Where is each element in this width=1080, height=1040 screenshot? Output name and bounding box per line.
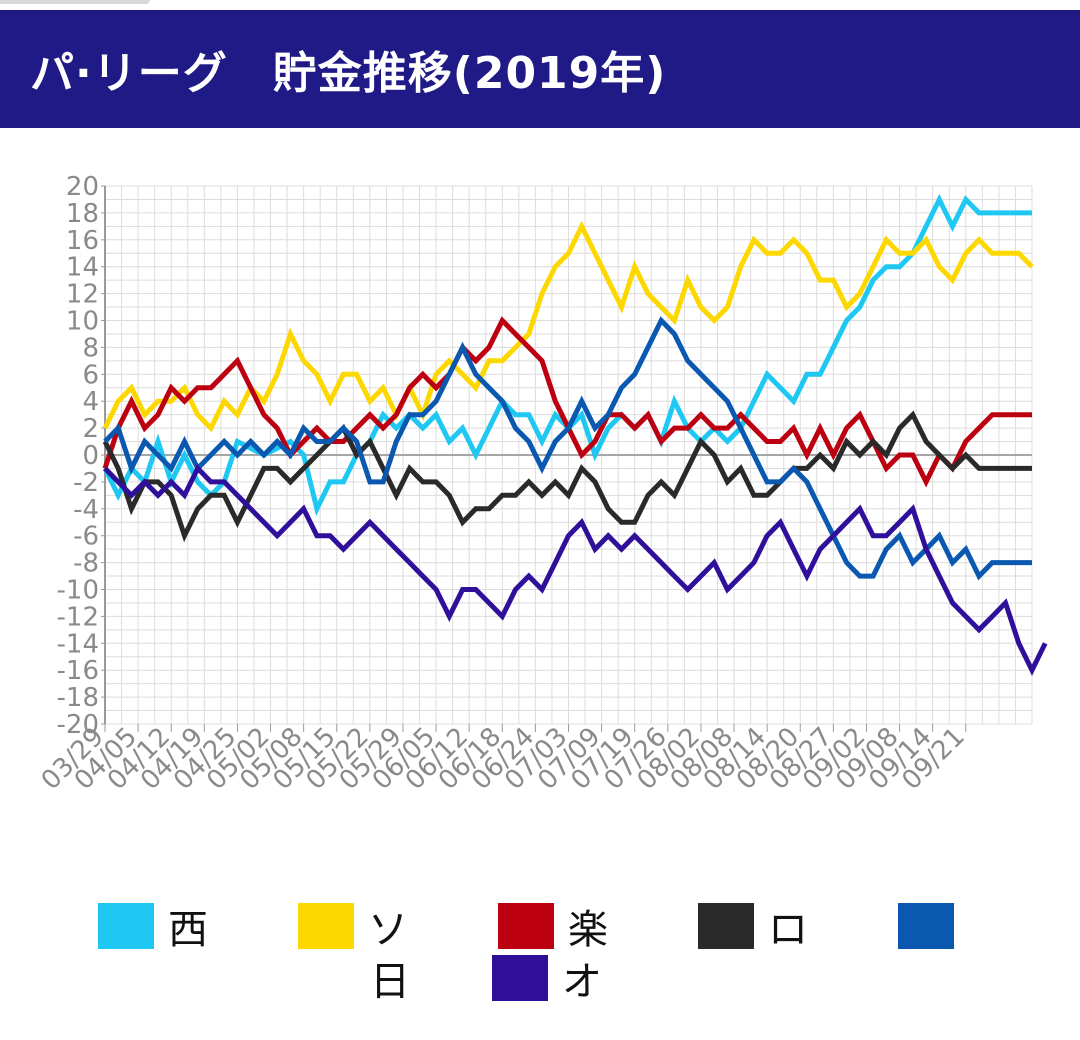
- legend-item-0: 西: [98, 901, 208, 953]
- y-tick-label: -10: [57, 576, 99, 606]
- series-line-6: [103, 464, 1048, 676]
- legend-item-6: オ: [492, 953, 602, 1005]
- y-tick-label: -20: [57, 710, 99, 740]
- y-tick-label: -8: [73, 549, 99, 579]
- chart-legend: 西 ソ 楽 ロ日 オ: [0, 895, 1080, 1015]
- line-chart: 20181614121086420-2-4-6-8-10-12-14-16-18…: [36, 172, 1048, 796]
- y-tick-label: 8: [82, 333, 99, 363]
- y-tick-label: -4: [73, 495, 99, 525]
- legend-label: オ: [562, 959, 602, 1005]
- legend-label: 日: [370, 959, 410, 1005]
- legend-label: 楽: [568, 907, 608, 953]
- page-title: パ·リーグ 貯金推移(2019年): [30, 48, 667, 99]
- series-line-4: [103, 316, 1032, 581]
- y-tick-label: -14: [57, 629, 99, 659]
- y-tick-label: 20: [66, 172, 99, 202]
- chart-area: 20 18 16 14 12 10 8 6 4 2 0 -2 -4 -6 -8 -10 -12 -14 -16 -18…: [0, 160, 1080, 850]
- legend-label: 西: [168, 907, 208, 953]
- legend-item-2: 楽: [498, 901, 608, 953]
- y-tick-label: 16: [66, 226, 99, 256]
- y-tick-label: -18: [57, 683, 99, 713]
- y-tick-label: 14: [66, 253, 99, 283]
- legend-item-4: [898, 901, 954, 951]
- legend-label: ソ: [368, 907, 408, 953]
- y-tick-label: 12: [66, 280, 99, 310]
- legend-label: ロ: [768, 907, 808, 953]
- legend-item-3: ロ: [698, 901, 808, 953]
- series-line-3: [102, 410, 1032, 543]
- y-tick-label: -16: [57, 656, 99, 686]
- page-header: パ·リーグ 貯金推移(2019年): [0, 10, 1080, 128]
- legend-swatch: [498, 903, 554, 949]
- series-line-1: [102, 220, 1034, 433]
- y-tick-label: -6: [73, 522, 99, 552]
- y-tick-label: -12: [57, 602, 99, 632]
- y-tick-label: 18: [66, 199, 99, 229]
- y-tick-label: 6: [82, 360, 99, 390]
- y-tick-label: 0: [82, 441, 99, 471]
- legend-swatch: [698, 903, 754, 949]
- series-line-2: [102, 316, 1032, 488]
- legend-swatch: [492, 955, 548, 1001]
- legend-swatch: [898, 903, 954, 949]
- y-tick-label: -2: [73, 468, 99, 498]
- drag-handle: [0, 0, 150, 4]
- legend-item-5: 日: [300, 953, 410, 1005]
- legend-item-1: ソ: [298, 901, 408, 953]
- y-tick-label: 10: [66, 307, 99, 337]
- top-edge: [0, 0, 1080, 10]
- y-tick-label: 2: [82, 414, 99, 444]
- legend-swatch: [300, 955, 356, 1001]
- legend-swatch: [298, 903, 354, 949]
- y-tick-label: 4: [82, 387, 99, 417]
- legend-swatch: [98, 903, 154, 949]
